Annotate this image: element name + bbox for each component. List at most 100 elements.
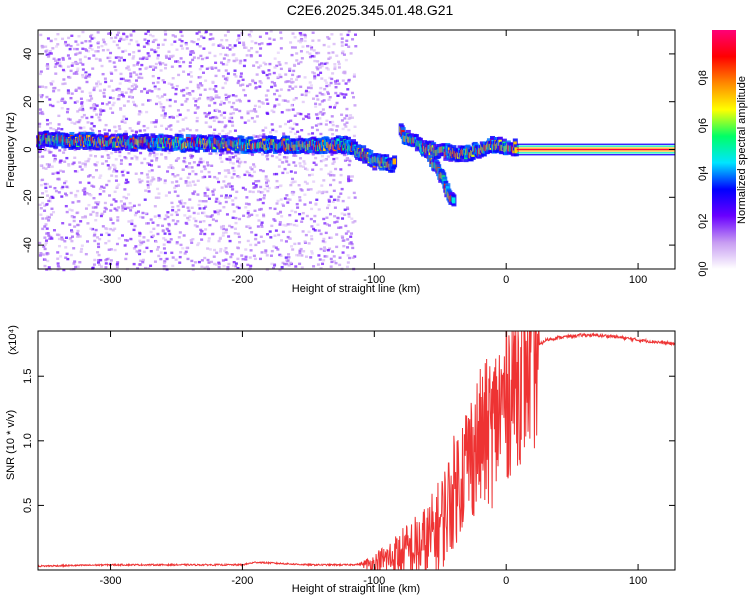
noise-cell — [45, 118, 49, 122]
noise-cell — [291, 80, 295, 84]
noise-cell — [208, 51, 212, 55]
noise-cell — [326, 35, 330, 39]
noise-cell — [279, 88, 283, 91]
noise-cell — [194, 219, 198, 223]
noise-cell — [297, 75, 301, 78]
noise-cell — [127, 152, 131, 155]
noise-cell — [153, 205, 157, 208]
noise-cell — [324, 164, 328, 167]
noise-cell — [181, 168, 185, 171]
noise-cell — [108, 60, 112, 63]
noise-cell — [237, 79, 241, 83]
noise-cell — [146, 183, 150, 187]
noise-cell — [148, 152, 152, 155]
noise-cell — [196, 98, 200, 101]
noise-cell — [204, 228, 208, 231]
noise-cell — [63, 148, 67, 151]
noise-cell — [144, 189, 148, 192]
noise-cell — [343, 208, 347, 211]
noise-cell — [344, 93, 348, 96]
noise-cell — [138, 215, 142, 219]
noise-cell — [266, 102, 270, 105]
noise-cell — [115, 43, 119, 47]
noise-cell — [110, 36, 114, 40]
noise-cell — [88, 46, 92, 50]
noise-cell — [150, 235, 154, 239]
noise-cell — [54, 37, 58, 41]
noise-cell — [120, 91, 124, 94]
noise-cell — [157, 214, 161, 217]
noise-cell — [192, 161, 196, 164]
noise-cell — [262, 214, 266, 218]
noise-cell — [81, 162, 85, 165]
noise-cell — [245, 54, 249, 57]
noise-cell — [318, 66, 322, 69]
noise-cell — [202, 211, 206, 214]
noise-cell — [190, 259, 194, 263]
noise-cell — [124, 257, 128, 261]
noise-cell — [221, 86, 225, 90]
noise-cell — [154, 66, 158, 69]
noise-cell — [236, 39, 240, 42]
noise-cell — [352, 134, 356, 138]
noise-cell — [142, 124, 146, 128]
noise-cell — [164, 194, 168, 197]
noise-cell — [211, 116, 215, 119]
noise-cell — [56, 43, 60, 46]
noise-cell — [166, 215, 170, 219]
noise-cell — [347, 175, 351, 178]
noise-cell — [333, 215, 337, 218]
noise-cell — [185, 127, 189, 130]
noise-cell — [290, 104, 294, 107]
noise-cell — [231, 216, 235, 219]
noise-cell — [156, 81, 160, 84]
noise-cell — [90, 37, 94, 40]
noise-cell — [163, 260, 167, 263]
noise-cell — [303, 193, 307, 196]
noise-cell — [65, 44, 69, 47]
noise-cell — [79, 107, 83, 110]
noise-cell — [284, 61, 288, 65]
noise-cell — [329, 81, 333, 85]
noise-cell — [205, 134, 209, 138]
noise-cell — [331, 162, 335, 165]
noise-cell — [339, 226, 343, 229]
noise-cell — [346, 230, 350, 233]
noise-cell — [243, 188, 247, 191]
noise-cell — [347, 45, 351, 48]
noise-cell — [289, 119, 293, 122]
noise-cell — [214, 115, 218, 119]
noise-cell — [114, 179, 118, 182]
noise-cell — [335, 101, 339, 105]
noise-cell — [347, 179, 351, 183]
noise-cell — [107, 156, 111, 159]
noise-cell — [188, 181, 192, 184]
noise-cell — [63, 160, 67, 163]
noise-cell — [77, 120, 81, 124]
noise-cell — [83, 130, 87, 134]
noise-cell — [214, 200, 218, 203]
noise-cell — [335, 79, 339, 82]
noise-cell — [89, 213, 93, 216]
noise-cell — [257, 105, 261, 109]
noise-cell — [206, 188, 210, 191]
noise-cell — [197, 242, 201, 245]
noise-cell — [327, 37, 331, 40]
noise-cell — [203, 88, 207, 91]
noise-cell — [117, 89, 121, 92]
noise-cell — [96, 242, 100, 246]
noise-cell — [337, 82, 341, 85]
noise-cell — [262, 61, 266, 64]
noise-cell — [148, 65, 152, 68]
noise-cell — [332, 189, 336, 193]
noise-cell — [70, 239, 74, 243]
noise-cell — [116, 219, 120, 222]
noise-cell — [318, 91, 322, 95]
noise-cell — [265, 32, 269, 35]
noise-cell — [137, 203, 141, 207]
noise-cell — [163, 30, 167, 33]
noise-cell — [313, 214, 317, 218]
noise-cell — [39, 252, 43, 255]
noise-cell — [330, 33, 334, 36]
noise-cell — [195, 42, 199, 46]
